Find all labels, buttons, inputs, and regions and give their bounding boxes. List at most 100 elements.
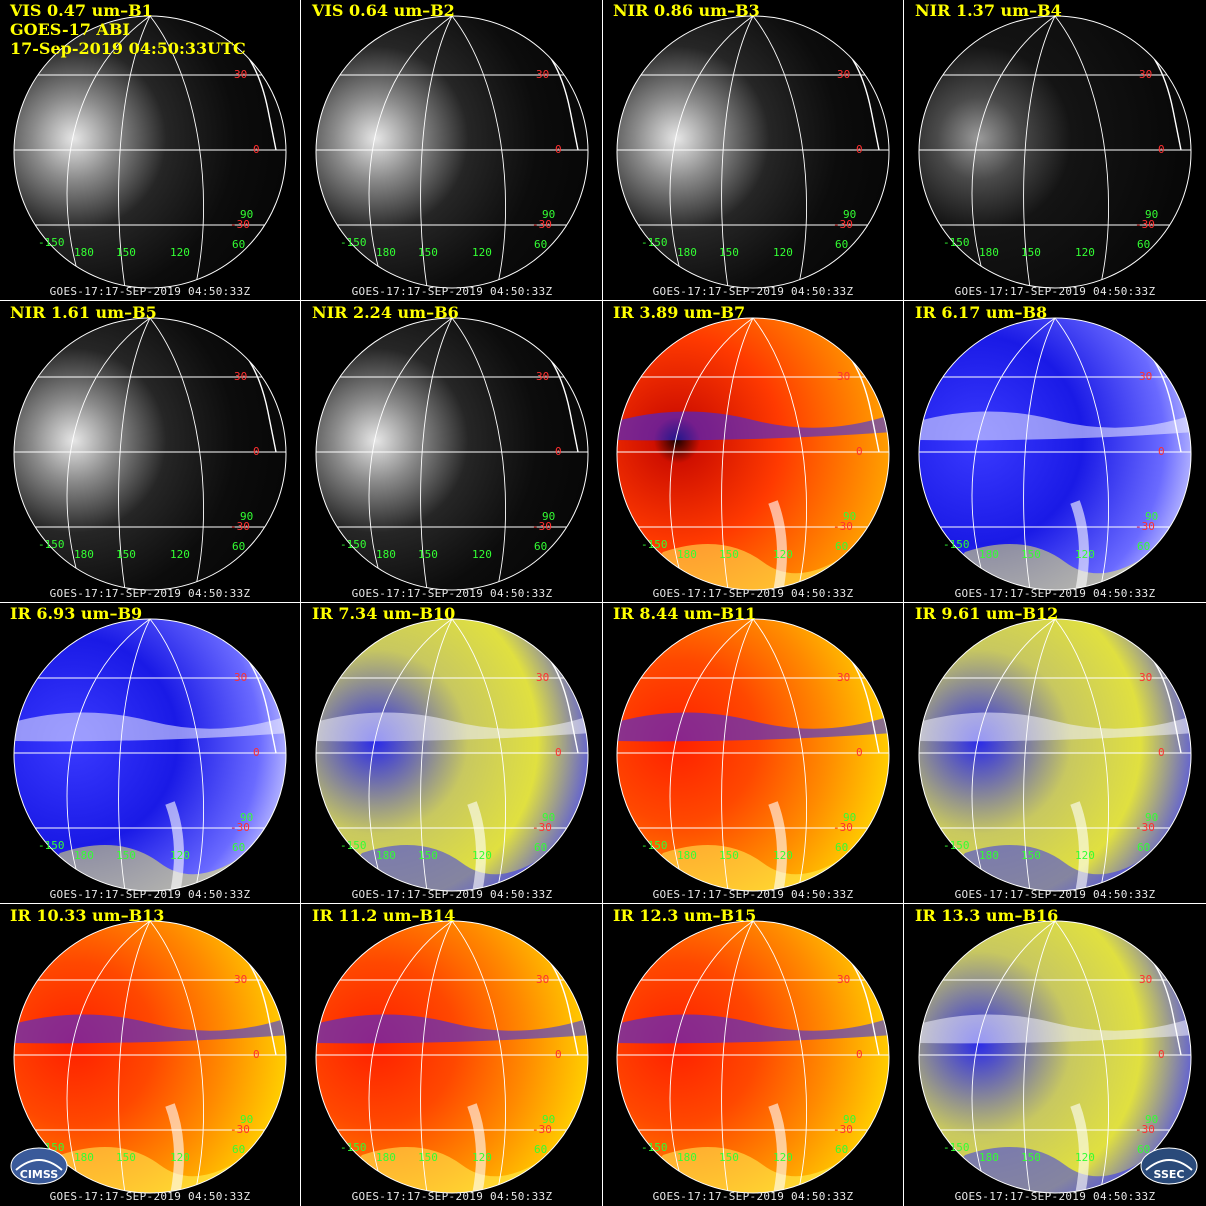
longitude-label: 120	[1075, 849, 1095, 862]
panel-divider-horizontal	[0, 300, 1206, 301]
longitude-label: 90	[542, 208, 556, 221]
ssec-logo-text: SSEC	[1153, 1168, 1185, 1181]
longitude-label: 180	[376, 548, 396, 561]
longitude-label: 180	[979, 246, 999, 259]
longitude-label: 180	[74, 246, 94, 259]
latitude-label: 30	[234, 370, 248, 383]
earth-disk-image	[918, 618, 1192, 892]
band-panel: IR 13.3 um–B16 30 0 -30 -150 180 150 120 60 90 GOE…	[905, 905, 1205, 1205]
longitude-label: 150	[1021, 246, 1041, 259]
latitude-label: 0	[555, 746, 562, 759]
longitude-label: 120	[170, 1151, 190, 1164]
latitude-label: -30	[833, 1123, 853, 1136]
panel-footer-timestamp: GOES-17:17-SEP-2019 04:50:33Z	[49, 1190, 251, 1203]
latitude-label: 30	[234, 68, 248, 81]
longitude-label: -150	[340, 538, 367, 551]
longitude-label: 90	[1145, 811, 1159, 824]
band-label: IR 10.33 um–B13	[10, 906, 165, 925]
latitude-label: -30	[1135, 218, 1155, 231]
latitude-label: 0	[253, 1048, 260, 1061]
longitude-label: 60	[835, 841, 849, 854]
band-panel: VIS 0.47 um–B1 GOES-17 ABI 17-Sep-2019 04:…	[0, 0, 300, 300]
earth-disk-image	[13, 618, 287, 892]
ssec-logo: SSEC	[1138, 1142, 1200, 1186]
longitude-label: 60	[1137, 1143, 1151, 1156]
longitude-label: 60	[534, 1143, 548, 1156]
latitude-label: -30	[833, 520, 853, 533]
band-panel: IR 6.17 um–B8 30 0 -30 -150 180 150 120 60 90 GOES…	[905, 302, 1205, 602]
band-panel: IR 8.44 um–B11 30 0 -30 -150 180 150 120 60 90 GOE…	[603, 603, 903, 903]
longitude-label: 180	[677, 1151, 697, 1164]
longitude-label: 60	[835, 238, 849, 251]
longitude-label: -150	[641, 236, 668, 249]
longitude-label: 60	[1137, 238, 1151, 251]
latitude-label: 30	[1139, 370, 1153, 383]
longitude-label: -150	[38, 236, 65, 249]
latitude-label: 0	[253, 746, 260, 759]
panel-footer-timestamp: GOES-17:17-SEP-2019 04:50:33Z	[351, 285, 553, 298]
band-label: IR 8.44 um–B11	[613, 604, 757, 623]
latitude-label: 0	[1158, 143, 1165, 156]
panel-footer-timestamp: GOES-17:17-SEP-2019 04:50:33Z	[954, 888, 1156, 901]
longitude-label: 60	[835, 1143, 849, 1156]
band-panel: IR 11.2 um–B14 30 0 -30 -150 180 150 120 60 90 GOE…	[302, 905, 602, 1205]
band-panel: NIR 0.86 um–B3 30 0 -30 -150 180 150 120 60 90 GOE…	[603, 0, 903, 300]
panel-footer-timestamp: GOES-17:17-SEP-2019 04:50:33Z	[652, 888, 854, 901]
latitude-label: 30	[1139, 671, 1153, 684]
earth-disk-image	[616, 618, 890, 892]
longitude-label: -150	[340, 839, 367, 852]
longitude-label: 60	[1137, 540, 1151, 553]
longitude-label: 150	[418, 1151, 438, 1164]
earth-disk-image	[616, 317, 890, 591]
latitude-label: 30	[536, 370, 550, 383]
earth-disk-image	[315, 618, 589, 892]
longitude-label: 150	[116, 1151, 136, 1164]
band-panel: IR 9.61 um–B12 30 0 -30 -150 180 150 120 60 90 GOE…	[905, 603, 1205, 903]
latitude-label: -30	[230, 821, 250, 834]
longitude-label: 180	[376, 246, 396, 259]
panel-divider-horizontal	[0, 903, 1206, 904]
longitude-label: 120	[1075, 548, 1095, 561]
longitude-label: -150	[641, 538, 668, 551]
band-label: NIR 1.61 um–B5	[10, 303, 157, 322]
longitude-label: -150	[340, 1141, 367, 1154]
band-label: IR 6.93 um–B9	[10, 604, 143, 623]
longitude-label: 90	[542, 510, 556, 523]
longitude-label: 90	[240, 208, 254, 221]
longitude-label: 120	[472, 246, 492, 259]
panel-footer-timestamp: GOES-17:17-SEP-2019 04:50:33Z	[652, 1190, 854, 1203]
earth-disk-image	[13, 317, 287, 591]
band-panel: IR 7.34 um–B10 30 0 -30 -150 180 150 120 60 90 GOE…	[302, 603, 602, 903]
band-label: IR 11.2 um–B14	[312, 906, 456, 925]
longitude-label: 120	[773, 1151, 793, 1164]
band-label: VIS 0.64 um–B2	[312, 1, 455, 20]
longitude-label: 150	[1021, 849, 1041, 862]
earth-disk-image	[616, 15, 890, 289]
latitude-label: 0	[555, 143, 562, 156]
latitude-label: 30	[234, 973, 248, 986]
band-label: IR 3.89 um–B7	[613, 303, 746, 322]
longitude-label: 120	[1075, 246, 1095, 259]
band-panel: IR 12.3 um–B15 30 0 -30 -150 180 150 120 60 90 GOE…	[603, 905, 903, 1205]
longitude-label: 120	[170, 548, 190, 561]
panel-footer-timestamp: GOES-17:17-SEP-2019 04:50:33Z	[351, 587, 553, 600]
latitude-label: 0	[253, 143, 260, 156]
longitude-label: 180	[677, 548, 697, 561]
earth-disk-image	[13, 920, 287, 1194]
earth-disk-image	[13, 15, 287, 289]
longitude-label: 120	[773, 548, 793, 561]
longitude-label: 60	[1137, 841, 1151, 854]
cimss-logo-text: CIMSS	[19, 1168, 59, 1181]
latitude-label: 0	[555, 1048, 562, 1061]
panel-footer-timestamp: GOES-17:17-SEP-2019 04:50:33Z	[954, 285, 1156, 298]
panel-footer-timestamp: GOES-17:17-SEP-2019 04:50:33Z	[49, 888, 251, 901]
panel-footer-timestamp: GOES-17:17-SEP-2019 04:50:33Z	[954, 1190, 1156, 1203]
band-panel: NIR 2.24 um–B6 30 0 -30 -150 180 150 120 60 90 GOE…	[302, 302, 602, 602]
longitude-label: 90	[1145, 510, 1159, 523]
latitude-label: 30	[837, 370, 851, 383]
latitude-label: -30	[532, 218, 552, 231]
longitude-label: 90	[542, 811, 556, 824]
band-panel: IR 3.89 um–B7 30 0 -30 -150 180 150 120 60 90 GOES…	[603, 302, 903, 602]
latitude-label: -30	[833, 218, 853, 231]
longitude-label: 180	[677, 246, 697, 259]
